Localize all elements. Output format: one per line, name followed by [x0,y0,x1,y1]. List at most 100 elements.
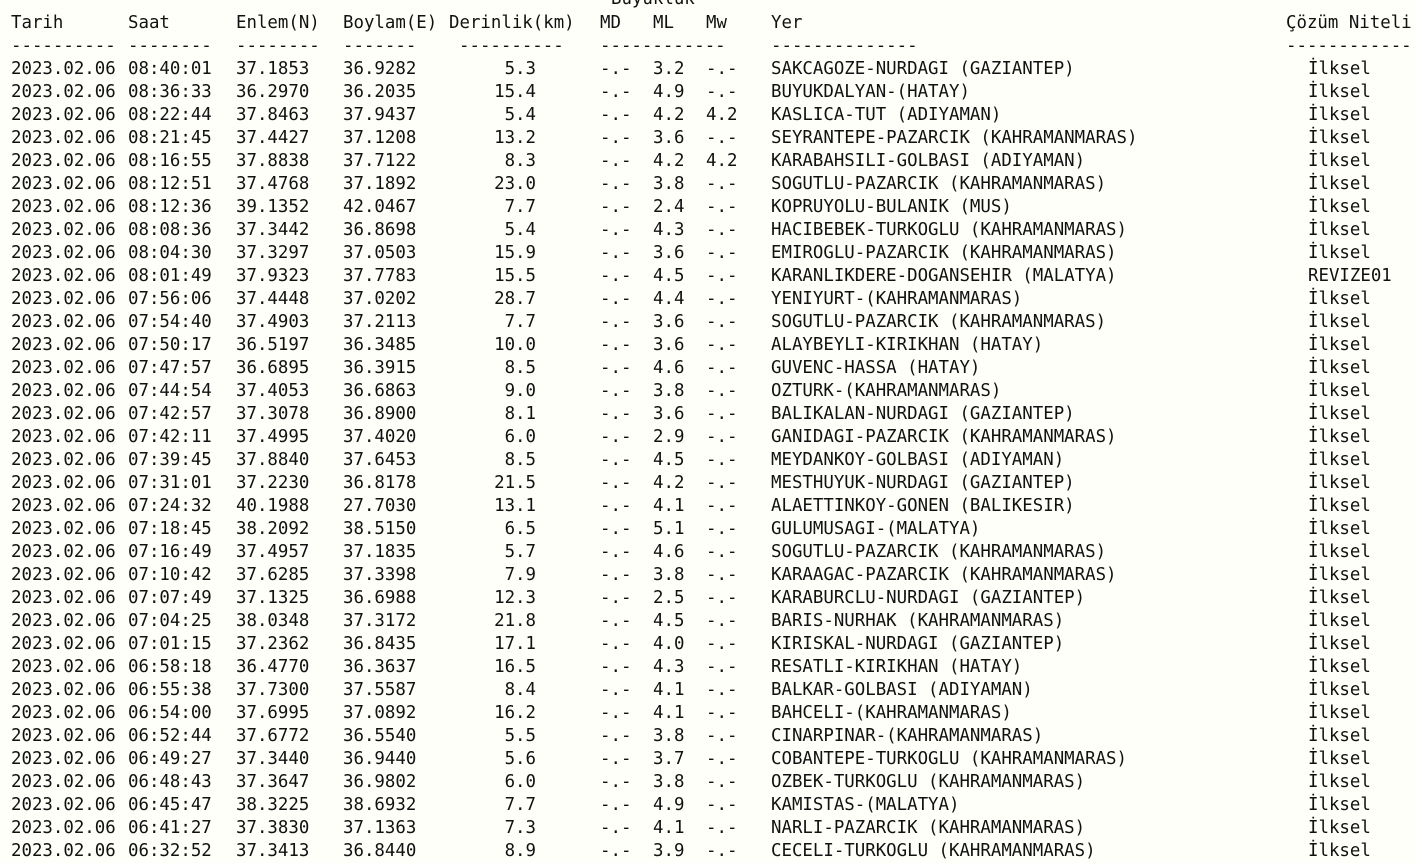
cell-cozum: İlksel [1308,59,1371,79]
cell-cozum: İlksel [1308,427,1371,447]
cell-derinlik: 7.7 [504,795,536,815]
cell-boylam: 37.2113 [343,312,417,332]
header-enlem: Enlem(N) [236,13,320,33]
cell-ml: 4.1 [653,680,685,700]
cell-saat: 07:42:11 [128,427,212,447]
cell-ml: 4.4 [653,289,685,309]
cell-yer: KOPRUYOLU-BULANIK (MUS) [771,197,1012,217]
cell-yer: SOGUTLU-PAZARCIK (KAHRAMANMARAS) [771,312,1107,332]
cell-boylam: 36.3637 [343,657,417,677]
table-row: 2023.02.06 08:01:49 37.9323 37.7783 15.5 -.- 4… [0,265,1415,288]
cell-cozum: İlksel [1308,243,1371,263]
cell-saat: 06:41:27 [128,818,212,838]
cell-cozum: İlksel [1308,289,1371,309]
cell-enlem: 37.4427 [236,128,310,148]
table-row: 2023.02.06 07:04:25 38.0348 37.3172 21.8 -.- 4… [0,610,1415,633]
cell-ml: 4.6 [653,358,685,378]
cell-md: -.- [600,680,632,700]
cell-mw: -.- [706,128,738,148]
cell-mw: -.- [706,220,738,240]
cell-yer: BALKAR-GOLBASI (ADIYAMAN) [771,680,1033,700]
cell-enlem: 37.3078 [236,404,310,424]
cell-cozum: İlksel [1308,680,1371,700]
cell-tarih: 2023.02.06 [11,772,116,792]
cell-enlem: 37.7300 [236,680,310,700]
cell-tarih: 2023.02.06 [11,289,116,309]
cell-md: -.- [600,128,632,148]
cell-cozum: İlksel [1308,404,1371,424]
cell-derinlik: 7.9 [504,565,536,585]
cell-yer: MESTHUYUK-NURDAGI (GAZIANTEP) [771,473,1075,493]
cell-boylam: 37.7783 [343,266,417,286]
cell-md: -.- [600,381,632,401]
cell-yer: ALAETTINKOY-GONEN (BALIKESIR) [771,496,1075,516]
header-derinlik: Derinlik(km) [449,13,575,33]
cell-boylam: 36.8178 [343,473,417,493]
cell-yer: HACIBEBEK-TURKOGLU (KAHRAMANMARAS) [771,220,1127,240]
cell-cozum: İlksel [1308,128,1371,148]
cell-md: -.- [600,657,632,677]
cell-saat: 07:31:01 [128,473,212,493]
cell-tarih: 2023.02.06 [11,726,116,746]
header-saat: Saat [128,13,170,33]
cell-md: -.- [600,611,632,631]
cell-yer: KARAAGAC-PAZARCIK (KAHRAMANMARAS) [771,565,1117,585]
header-cozum: Çözüm Niteli [1286,13,1412,33]
cell-ml: 2.5 [653,588,685,608]
table-row: 2023.02.06 08:08:36 37.3442 36.8698 5.4 -.- 4.… [0,219,1415,242]
cell-saat: 06:55:38 [128,680,212,700]
cell-tarih: 2023.02.06 [11,427,116,447]
cell-derinlik: 8.9 [504,841,536,861]
cell-tarih: 2023.02.06 [11,519,116,539]
cell-yer: RESATLI-KIRIKHAN (HATAY) [771,657,1023,677]
cell-boylam: 36.3485 [343,335,417,355]
cell-derinlik: 21.8 [494,611,536,631]
cell-ml: 4.1 [653,703,685,723]
table-row: 2023.02.06 06:45:47 38.3225 38.6932 7.7 -.- 4.… [0,794,1415,817]
cell-yer: SEYRANTEPE-PAZARCIK (KAHRAMANMARAS) [771,128,1138,148]
cell-yer: KIRISKAL-NURDAGI (GAZIANTEP) [771,634,1065,654]
cell-boylam: 37.1892 [343,174,417,194]
cell-saat: 06:49:27 [128,749,212,769]
cell-derinlik: 17.1 [494,634,536,654]
cell-ml: 3.6 [653,243,685,263]
cell-md: -.- [600,703,632,723]
cell-ml: 3.7 [653,749,685,769]
cell-ml: 4.2 [653,151,685,171]
cell-yer: SOGUTLU-PAZARCIK (KAHRAMANMARAS) [771,542,1107,562]
cell-md: -.- [600,726,632,746]
cell-yer: BAHCELI-(KAHRAMANMARAS) [771,703,1012,723]
cell-tarih: 2023.02.06 [11,266,116,286]
cell-boylam: 38.5150 [343,519,417,539]
cell-ml: 3.6 [653,128,685,148]
cell-mw: -.- [706,772,738,792]
separator-row: ---------- -------- -------- ------- ---… [0,35,1415,58]
table-row: 2023.02.06 08:36:33 36.2970 36.2035 15.4 -.- 4… [0,81,1415,104]
cell-md: -.- [600,818,632,838]
cell-ml: 4.1 [653,818,685,838]
cell-saat: 07:07:49 [128,588,212,608]
cell-saat: 06:54:00 [128,703,212,723]
cell-mw: -.- [706,795,738,815]
cell-saat: 07:10:42 [128,565,212,585]
table-row: 2023.02.06 06:54:00 37.6995 37.0892 16.2 -.- 4… [0,702,1415,725]
cell-tarih: 2023.02.06 [11,841,116,861]
cell-boylam: 37.4020 [343,427,417,447]
cell-cozum: İlksel [1308,542,1371,562]
table-row: 2023.02.06 08:16:55 37.8838 37.7122 8.3 -.- 4.… [0,150,1415,173]
cell-yer: KARABAHSILI-GOLBASI (ADIYAMAN) [771,151,1086,171]
cell-tarih: 2023.02.06 [11,197,116,217]
cell-boylam: 37.9437 [343,105,417,125]
cell-tarih: 2023.02.06 [11,59,116,79]
cell-derinlik: 7.3 [504,818,536,838]
cell-saat: 06:32:52 [128,841,212,861]
cell-saat: 07:42:57 [128,404,212,424]
cell-ml: 3.8 [653,565,685,585]
header-ml: ML [653,13,674,33]
cell-md: -.- [600,289,632,309]
cell-tarih: 2023.02.06 [11,473,116,493]
cell-derinlik: 6.0 [504,427,536,447]
cell-yer: YENIYURT-(KAHRAMANMARAS) [771,289,1023,309]
cell-boylam: 37.1835 [343,542,417,562]
cell-cozum: İlksel [1308,473,1371,493]
